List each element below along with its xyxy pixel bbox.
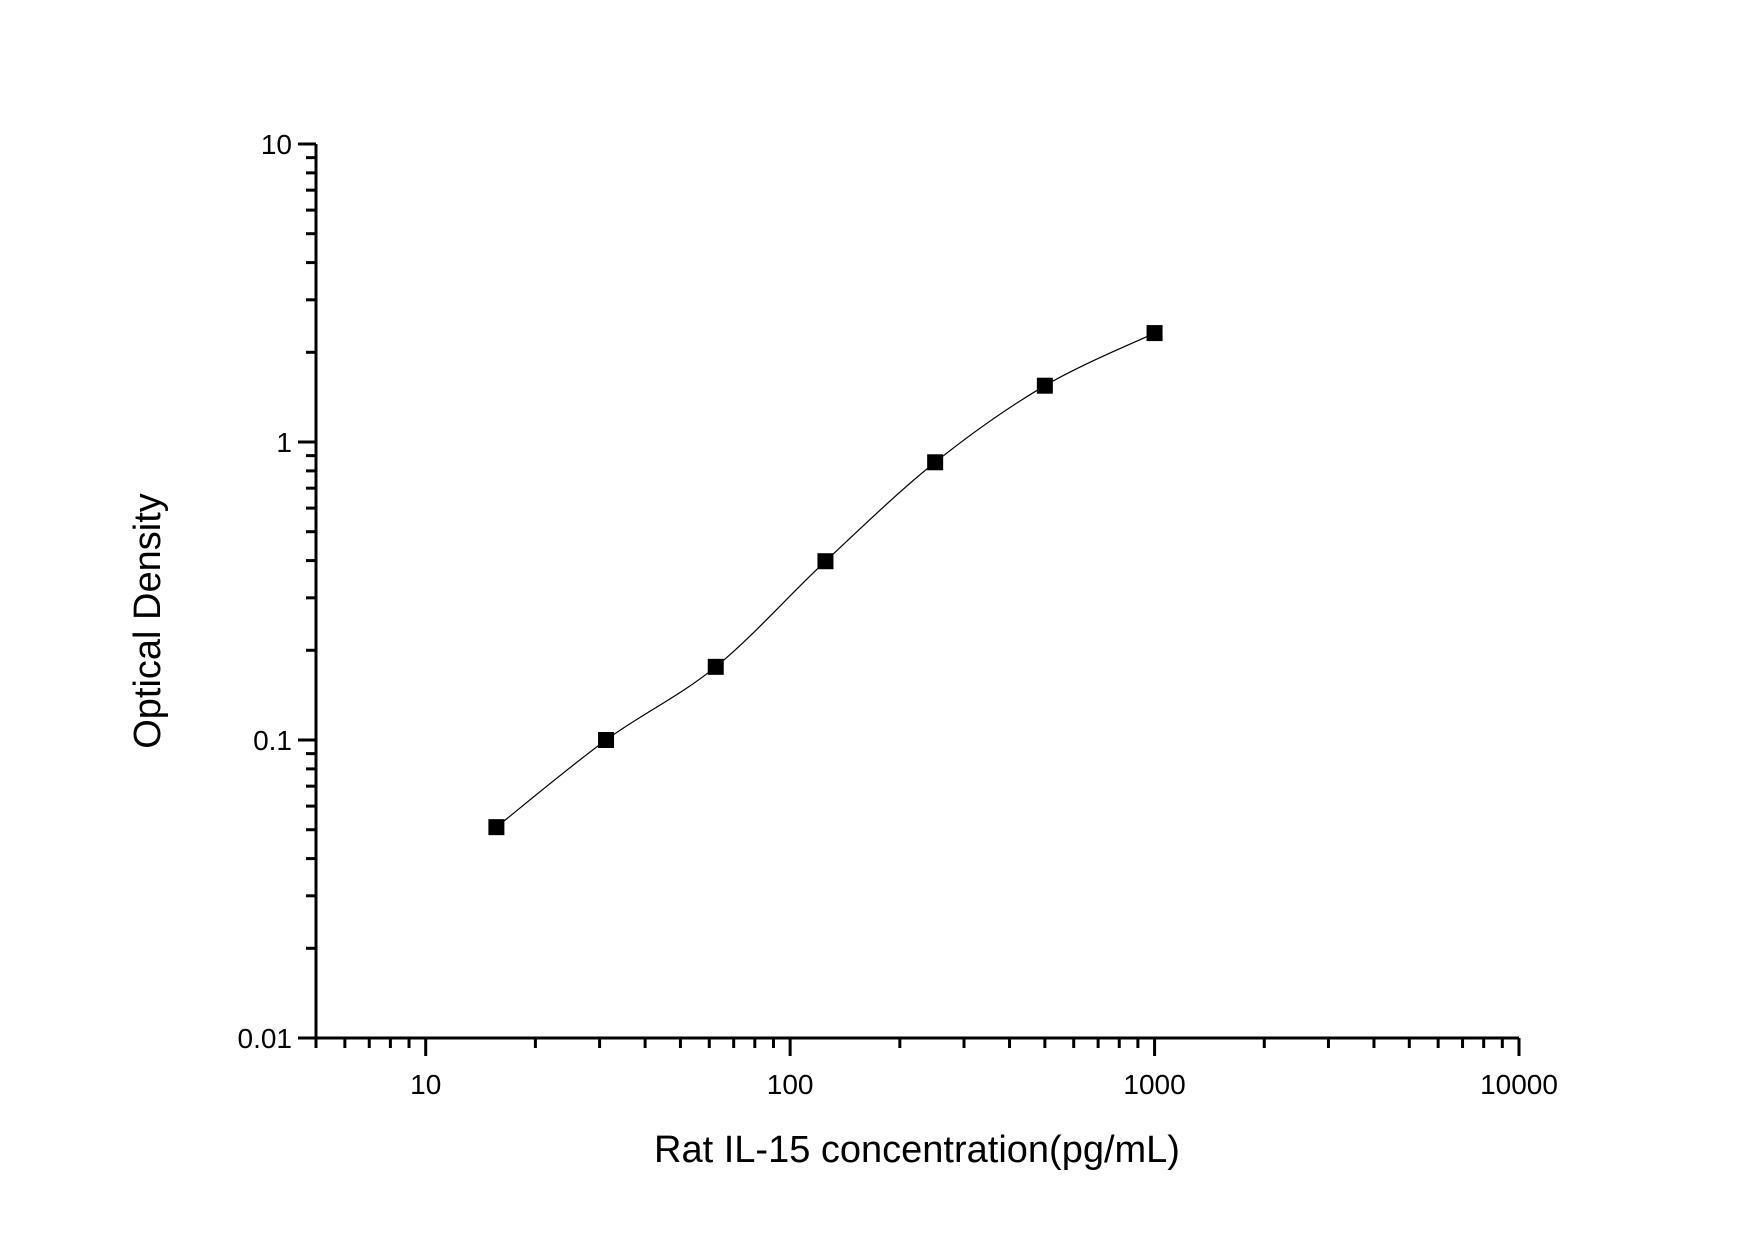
x-tick-label: 100 — [767, 1069, 814, 1100]
y-axis-title: Optical Density — [127, 493, 169, 749]
y-tick-label: 10 — [261, 129, 292, 160]
x-tick-label: 1000 — [1123, 1069, 1185, 1100]
x-axis-title: Rat IL-15 concentration(pg/mL) — [654, 1129, 1180, 1171]
axes: 10 100 1000 10000 0.01 0.1 1 10 — [238, 129, 1558, 1100]
y-tick-label: 0.1 — [253, 725, 292, 756]
data-point — [707, 658, 724, 675]
y-tick-label: 1 — [276, 427, 292, 458]
y-tick-label: 0.01 — [238, 1023, 293, 1054]
data-point — [1036, 377, 1053, 394]
data-points — [488, 325, 1163, 836]
data-point — [598, 732, 615, 748]
x-tick-label: 10 — [410, 1069, 441, 1100]
data-point — [1146, 325, 1163, 342]
data-point — [488, 819, 505, 836]
x-tick-label: 10000 — [1480, 1069, 1558, 1100]
data-point — [817, 553, 834, 570]
fit-curve — [496, 332, 1155, 828]
data-point — [927, 454, 944, 471]
